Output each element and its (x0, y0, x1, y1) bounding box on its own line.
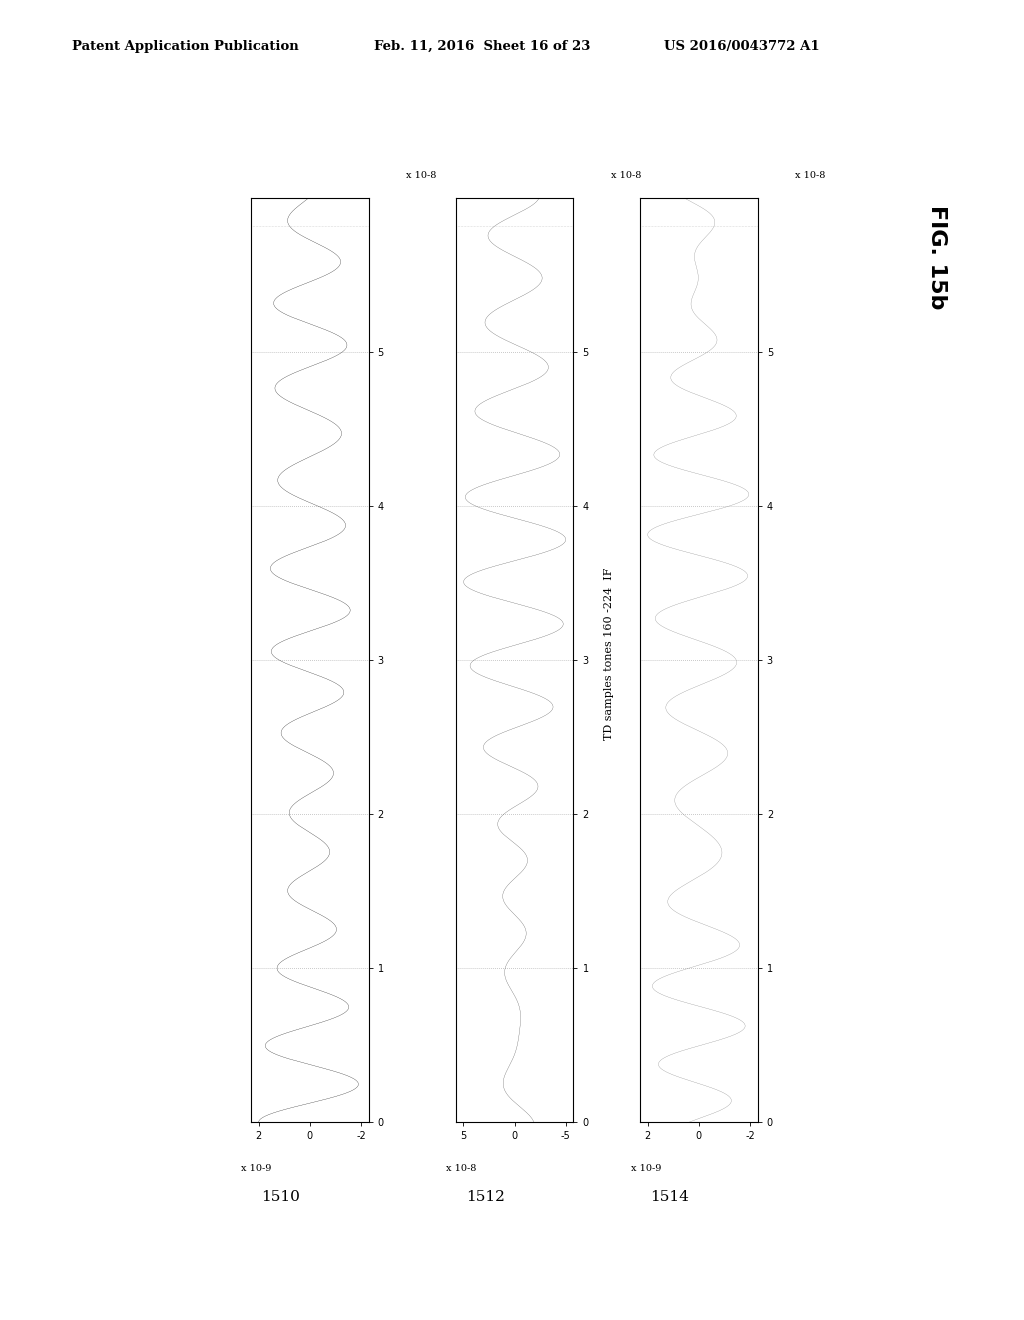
Text: x 10-8: x 10-8 (796, 170, 825, 180)
Text: x 10-8: x 10-8 (407, 170, 436, 180)
Text: US 2016/0043772 A1: US 2016/0043772 A1 (664, 40, 819, 53)
Text: 1512: 1512 (466, 1191, 505, 1204)
Text: 1514: 1514 (650, 1191, 689, 1204)
Text: 1510: 1510 (261, 1191, 300, 1204)
Text: x 10-9: x 10-9 (631, 1164, 660, 1172)
Text: FIG. 15b: FIG. 15b (927, 205, 947, 309)
Text: Feb. 11, 2016  Sheet 16 of 23: Feb. 11, 2016 Sheet 16 of 23 (374, 40, 590, 53)
Text: TD samples tones 160 -224  IF: TD samples tones 160 -224 IF (604, 568, 614, 739)
Text: x 10-8: x 10-8 (611, 170, 641, 180)
Text: x 10-9: x 10-9 (242, 1164, 271, 1172)
Text: x 10-8: x 10-8 (446, 1164, 476, 1172)
Text: Patent Application Publication: Patent Application Publication (72, 40, 298, 53)
